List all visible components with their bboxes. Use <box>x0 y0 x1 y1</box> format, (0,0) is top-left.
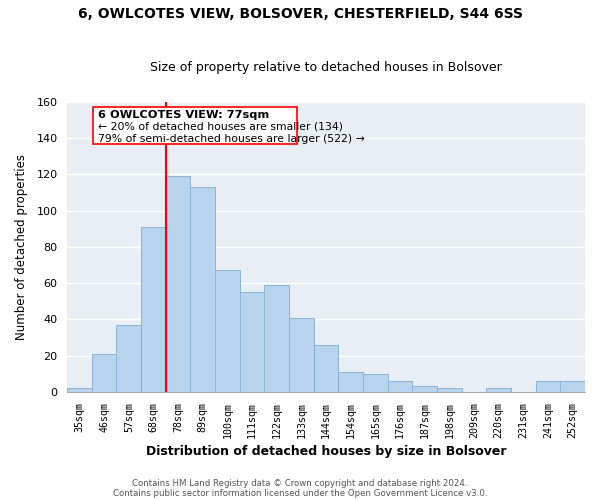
Bar <box>215 270 240 392</box>
Bar <box>92 354 116 392</box>
Bar <box>265 285 289 392</box>
Text: 6 OWLCOTES VIEW: 77sqm: 6 OWLCOTES VIEW: 77sqm <box>98 110 269 120</box>
Text: ← 20% of detached houses are smaller (134): ← 20% of detached houses are smaller (13… <box>98 122 343 132</box>
Bar <box>289 318 314 392</box>
Text: 6, OWLCOTES VIEW, BOLSOVER, CHESTERFIELD, S44 6SS: 6, OWLCOTES VIEW, BOLSOVER, CHESTERFIELD… <box>77 8 523 22</box>
Bar <box>240 292 265 392</box>
Title: Size of property relative to detached houses in Bolsover: Size of property relative to detached ho… <box>150 62 502 74</box>
Bar <box>338 372 363 392</box>
Bar <box>560 381 585 392</box>
Bar <box>190 187 215 392</box>
Bar <box>116 325 141 392</box>
X-axis label: Distribution of detached houses by size in Bolsover: Distribution of detached houses by size … <box>146 444 506 458</box>
Bar <box>67 388 92 392</box>
Bar <box>487 388 511 392</box>
Bar <box>536 381 560 392</box>
Bar <box>166 176 190 392</box>
Text: 79% of semi-detached houses are larger (522) →: 79% of semi-detached houses are larger (… <box>98 134 365 143</box>
Bar <box>314 344 338 392</box>
Text: Contains public sector information licensed under the Open Government Licence v3: Contains public sector information licen… <box>113 488 487 498</box>
Bar <box>388 381 412 392</box>
Text: Contains HM Land Registry data © Crown copyright and database right 2024.: Contains HM Land Registry data © Crown c… <box>132 480 468 488</box>
Bar <box>412 386 437 392</box>
Bar <box>437 388 462 392</box>
FancyBboxPatch shape <box>93 108 296 144</box>
Bar <box>363 374 388 392</box>
Y-axis label: Number of detached properties: Number of detached properties <box>15 154 28 340</box>
Bar <box>141 227 166 392</box>
